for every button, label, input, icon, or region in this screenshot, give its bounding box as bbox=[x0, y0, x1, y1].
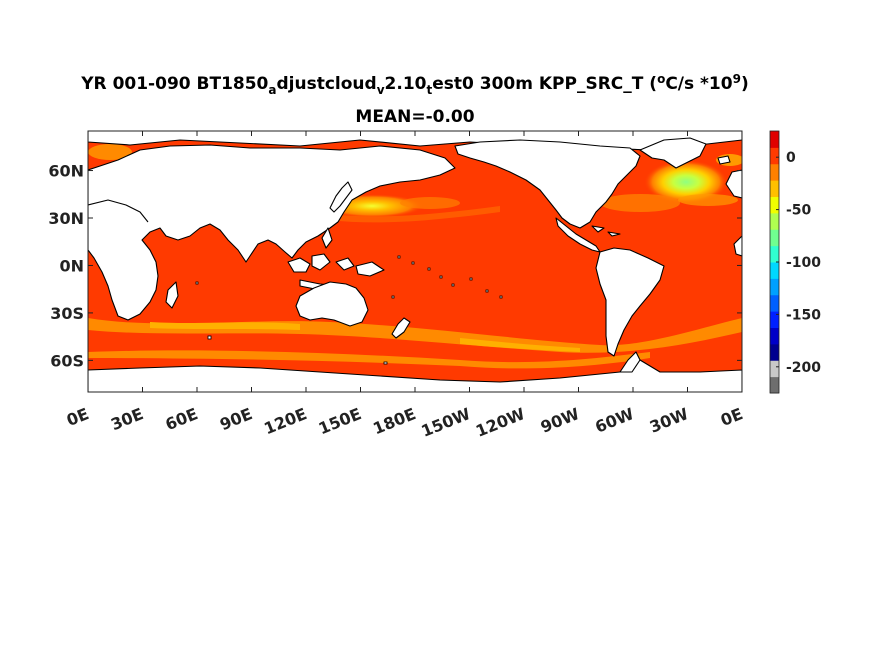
y-tick-label: 60N bbox=[48, 162, 84, 181]
islands bbox=[195, 255, 503, 365]
chart-title: YR 001-090 BT1850adjustcloudv2.10test0 3… bbox=[81, 72, 749, 97]
x-tick-label: 0E bbox=[64, 404, 92, 430]
map-area bbox=[88, 131, 742, 392]
y-axis: 60N 30N 0N 30S 60S bbox=[48, 162, 742, 370]
x-tick-label: 90E bbox=[217, 404, 255, 434]
colorbar-segment bbox=[770, 294, 779, 312]
colorbar-segment bbox=[770, 147, 779, 165]
colorbar-segment bbox=[770, 278, 779, 296]
land bbox=[88, 131, 742, 392]
colorbar-segment bbox=[770, 311, 779, 328]
x-tick-label: 60E bbox=[163, 404, 201, 434]
colorbar-segment bbox=[770, 196, 779, 214]
colorbar-segment bbox=[770, 376, 779, 394]
colorbar-segment bbox=[770, 262, 779, 279]
colorbar-tick-label: -100 bbox=[786, 255, 821, 271]
colorbar-segment bbox=[770, 212, 779, 230]
southern-ocean-bands bbox=[88, 318, 742, 369]
colorbar-segment bbox=[770, 163, 779, 181]
colorbar-segment bbox=[770, 343, 779, 361]
x-tick-label: 120W bbox=[473, 404, 528, 441]
colorbar-segment bbox=[770, 131, 779, 148]
colorbar-segment bbox=[770, 327, 779, 345]
x-tick-label: 0E bbox=[718, 404, 746, 430]
colorbar-tick-label: 0 bbox=[786, 150, 796, 166]
colorbar-segment bbox=[770, 245, 779, 263]
x-tick-label: 90W bbox=[538, 404, 582, 437]
colorbar-tick-label: -200 bbox=[786, 360, 821, 376]
y-tick-label: 30S bbox=[50, 304, 84, 323]
x-tick-label: 30E bbox=[108, 404, 146, 434]
chart-subtitle: MEAN=-0.00 bbox=[355, 107, 475, 127]
y-tick-label: 30N bbox=[48, 209, 84, 228]
x-tick-label: 150E bbox=[316, 404, 364, 438]
colorbar-segment bbox=[770, 229, 779, 247]
colorbar-tick-label: -150 bbox=[786, 307, 821, 323]
x-tick-label: 150W bbox=[419, 404, 474, 441]
x-tick-label: 120E bbox=[261, 404, 309, 438]
y-tick-label: 60S bbox=[50, 351, 84, 370]
colorbar-segment bbox=[770, 180, 779, 197]
colorbar-segment bbox=[770, 360, 779, 378]
x-tick-label: 30W bbox=[647, 404, 691, 437]
y-tick-label: 0N bbox=[59, 256, 84, 275]
colorbar-tick-label: -50 bbox=[786, 203, 812, 219]
x-tick-label: 60W bbox=[592, 404, 636, 437]
x-tick-label: 180E bbox=[370, 404, 418, 438]
colorbar: 0 -50 -100 -150 -200 bbox=[769, 130, 821, 394]
